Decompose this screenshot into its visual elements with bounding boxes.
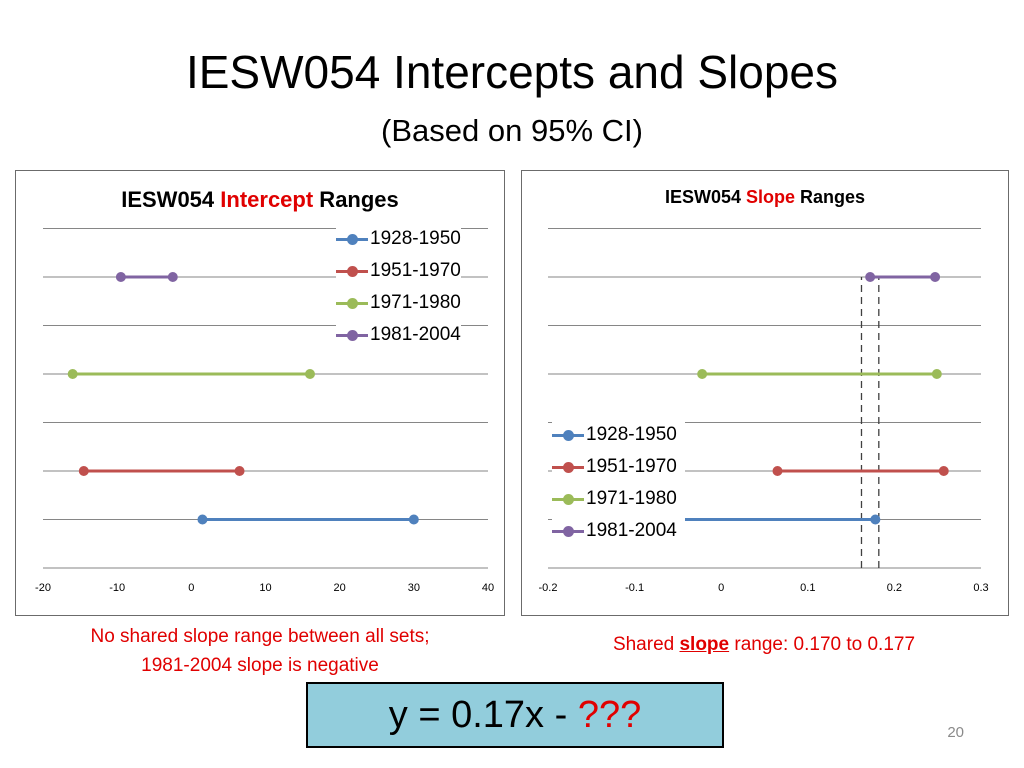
intercept-data-point-1928-1950 [408, 514, 419, 525]
intercept-tick-label: 30 [408, 582, 420, 594]
page-number: 20 [947, 724, 964, 741]
slope-tick-label: 0.3 [973, 582, 988, 594]
legend-item-1971-1980: 1971-1980 [552, 483, 677, 515]
legend-label: 1951-1970 [370, 260, 461, 281]
legend-marker-icon [552, 461, 584, 473]
intercept-tick-label: -10 [109, 582, 125, 594]
intercept-data-point-1981-2004 [167, 272, 178, 282]
intercept-data-point-1971-1980 [305, 369, 315, 379]
legend-marker-icon [336, 297, 368, 309]
legend-item-1951-1970: 1951-1970 [336, 255, 461, 287]
intercept-data-point-1981-2004 [115, 272, 126, 282]
legend-label: 1928-1950 [586, 424, 677, 445]
intercept-note-line1: No shared slope range between all sets; [90, 626, 430, 647]
slope-note-prefix: Shared [612, 634, 680, 655]
intercept-tick-label: 40 [482, 582, 494, 594]
legend-label: 1971-1980 [586, 488, 677, 509]
slope-title-suffix: Ranges [795, 187, 866, 207]
legend-item-1928-1950: 1928-1950 [552, 419, 677, 451]
legend-item-1928-1950: 1928-1950 [336, 223, 461, 255]
intercept-data-point-1951-1970 [234, 466, 245, 476]
slope-tick-label: 0.1 [800, 582, 815, 594]
slope-chart-plot: -0.2 -0.1 0 0.1 0.2 0.3 [539, 228, 989, 594]
slope-data-point-1981-2004 [930, 272, 941, 282]
slope-title-prefix: IESW054 [664, 187, 746, 207]
slope-data-point-1981-2004 [865, 272, 876, 282]
intercept-note-line2: 1981-2004 slope is negative [141, 655, 379, 676]
slope-data-point-1951-1970 [938, 466, 949, 476]
legend-marker-icon [552, 429, 584, 441]
slope-chart: -0.2 -0.1 0 0.1 0.2 0.3 IESW054 Slope Ranges … [521, 170, 1009, 616]
intercept-tick-label: -20 [35, 582, 51, 594]
slope-note-suffix: range: 0.170 to 0.177 [729, 634, 916, 655]
intercept-title-highlight: Intercept [220, 187, 314, 212]
slope-chart-legend: 1928-1950 1951-1970 1971-1980 1981-2004 [552, 419, 685, 547]
legend-marker-icon [552, 493, 584, 505]
intercept-chart-legend: 1928-1950 1951-1970 1971-1980 1981-2004 [336, 223, 461, 351]
slope-tick-label: -0.1 [625, 582, 644, 594]
intercept-title-prefix: IESW054 [121, 187, 221, 212]
intercept-data-point-1951-1970 [78, 466, 89, 476]
equation-box: y = 0.17x - ??? [306, 682, 724, 748]
slope-note: Shared slope range: 0.170 to 0.177 [520, 630, 1008, 659]
legend-item-1971-1980: 1971-1980 [336, 287, 461, 319]
intercept-tick-label: 0 [188, 582, 194, 594]
slope-data-point-1928-1950 [870, 514, 881, 525]
slope-data-point-1971-1980 [931, 369, 942, 379]
legend-label: 1951-1970 [586, 456, 677, 477]
legend-marker-icon [336, 329, 368, 341]
legend-marker-icon [336, 233, 368, 245]
slide-subtitle: (Based on 95% CI) [381, 113, 643, 148]
legend-marker-icon [552, 525, 584, 537]
slope-data-point-1971-1980 [697, 369, 708, 379]
legend-item-1981-2004: 1981-2004 [552, 515, 677, 547]
legend-label: 1971-1980 [370, 292, 461, 313]
legend-item-1951-1970: 1951-1970 [552, 451, 677, 483]
slope-note-bold: slope [679, 634, 730, 655]
slope-data-point-1951-1970 [772, 466, 783, 476]
legend-marker-icon [336, 265, 368, 277]
legend-label: 1928-1950 [370, 228, 461, 249]
intercept-tick-label: 20 [334, 582, 346, 594]
legend-item-1981-2004: 1981-2004 [336, 319, 461, 351]
intercept-note: No shared slope range between all sets; … [20, 622, 500, 680]
intercept-chart-title: IESW054 Intercept Ranges [16, 187, 504, 213]
slope-tick-label: -0.2 [539, 582, 558, 594]
slope-tick-label: 0 [718, 582, 724, 594]
equation-unknown: ??? [577, 693, 642, 736]
slope-tick-label: 0.2 [887, 582, 902, 594]
equation-text: y = 0.17x - [388, 693, 578, 736]
legend-label: 1981-2004 [586, 520, 677, 541]
intercept-tick-label: 10 [259, 582, 271, 594]
slide-title: IESW054 Intercepts and Slopes [185, 46, 839, 98]
intercept-title-suffix: Ranges [313, 187, 399, 212]
intercept-chart: -20 -10 0 10 20 30 40 IESW054 Intercept Ranges… [15, 170, 505, 616]
intercept-data-point-1971-1980 [67, 369, 78, 379]
slope-chart-title: IESW054 Slope Ranges [522, 187, 1008, 208]
intercept-chart-plot: -20 -10 0 10 20 30 40 [35, 228, 494, 594]
legend-label: 1981-2004 [370, 324, 461, 345]
slope-title-highlight: Slope [746, 187, 796, 207]
intercept-data-point-1928-1950 [197, 514, 208, 525]
